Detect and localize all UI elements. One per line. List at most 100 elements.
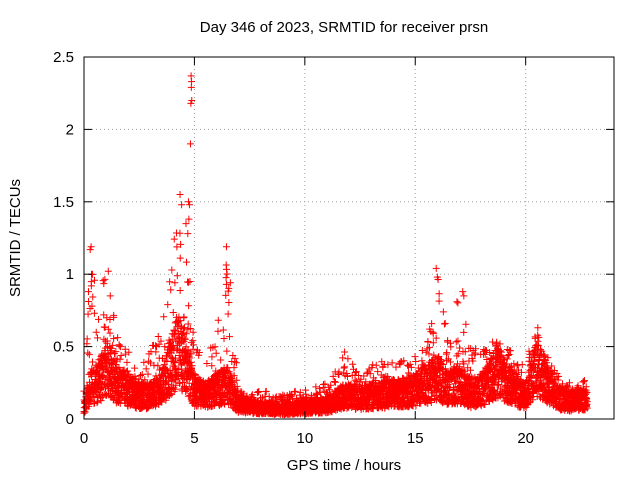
data-point: [226, 279, 234, 287]
data-point: [100, 311, 108, 319]
data-point: [102, 375, 110, 383]
x-tick-label: 15: [407, 430, 424, 447]
chart-title: Day 346 of 2023, SRMTID for receiver prs…: [200, 19, 488, 36]
data-point: [137, 371, 145, 379]
data-point: [106, 292, 114, 300]
data-point: [443, 349, 451, 357]
data-point: [177, 240, 185, 248]
data-point: [534, 324, 542, 332]
data-point: [171, 354, 179, 362]
data-point: [109, 341, 117, 349]
data-point: [110, 313, 118, 321]
data-point: [189, 328, 197, 336]
data-point: [106, 329, 114, 337]
data-point: [144, 370, 152, 378]
data-point: [435, 297, 443, 305]
data-point: [92, 328, 100, 336]
data-point: [176, 317, 184, 325]
data-point: [341, 363, 349, 371]
data-point: [184, 230, 192, 238]
data-point: [125, 348, 133, 356]
data-point: [85, 400, 93, 408]
data-point: [97, 397, 105, 405]
data-point: [435, 290, 443, 298]
data-point: [518, 361, 526, 369]
data-point: [208, 353, 216, 361]
data-point: [182, 220, 190, 228]
x-tick-label: 0: [80, 430, 88, 447]
data-point: [453, 298, 461, 306]
data-point: [441, 319, 449, 327]
data-point: [418, 347, 426, 355]
data-point: [374, 368, 382, 376]
data-point: [110, 349, 118, 357]
data-point: [154, 362, 162, 370]
data-point: [212, 349, 220, 357]
data-point: [165, 385, 172, 393]
data-point: [101, 323, 109, 331]
data-point: [183, 258, 191, 266]
data-point: [157, 337, 165, 345]
data-point: [219, 326, 227, 334]
data-point: [85, 351, 93, 359]
data-point: [182, 330, 190, 338]
data-point: [150, 361, 158, 369]
data-point: [117, 351, 125, 359]
data-point: [131, 364, 139, 372]
data-point: [349, 360, 357, 368]
data-point: [222, 274, 230, 282]
data-point: [225, 298, 233, 306]
data-point: [185, 302, 193, 310]
data-point: [223, 265, 231, 273]
data-point: [154, 332, 162, 340]
data-point: [189, 341, 197, 349]
data-point: [171, 330, 179, 338]
data-point: [152, 342, 160, 350]
data-point: [344, 355, 352, 363]
data-point: [186, 278, 194, 286]
data-point: [176, 286, 184, 294]
data-point: [89, 358, 97, 366]
data-point: [255, 387, 263, 395]
data-point: [443, 356, 451, 364]
data-point: [90, 393, 98, 401]
data-point: [104, 267, 112, 275]
data-point: [172, 381, 180, 389]
data-point: [179, 379, 187, 387]
data-point: [411, 353, 419, 361]
data-point: [171, 385, 179, 393]
data-point: [330, 378, 338, 386]
data-point: [99, 277, 107, 285]
data-point: [101, 275, 109, 283]
data-point: [168, 266, 176, 274]
data-point: [189, 337, 197, 345]
data-point: [214, 316, 222, 324]
data-point: [83, 335, 91, 343]
data-points: [80, 72, 591, 419]
data-point: [462, 320, 470, 328]
x-tick-label: 10: [296, 430, 313, 447]
data-point: [460, 292, 468, 300]
data-point: [181, 334, 189, 342]
data-point: [169, 308, 177, 316]
data-point: [115, 363, 123, 371]
data-point: [460, 328, 468, 336]
data-point: [90, 399, 98, 407]
data-point: [339, 354, 347, 362]
data-point: [183, 386, 191, 394]
data-point: [84, 288, 92, 296]
data-point: [162, 365, 170, 373]
data-point: [84, 349, 92, 357]
data-point: [447, 343, 455, 351]
data-point: [454, 337, 462, 345]
data-point: [176, 191, 184, 199]
data-point: [580, 377, 588, 385]
data-point: [90, 309, 98, 317]
data-point: [186, 140, 194, 148]
x-axis-label: GPS time / hours: [287, 457, 401, 474]
data-point: [424, 338, 432, 346]
data-point: [223, 270, 231, 278]
data-point: [122, 350, 130, 358]
data-point: [176, 254, 184, 262]
